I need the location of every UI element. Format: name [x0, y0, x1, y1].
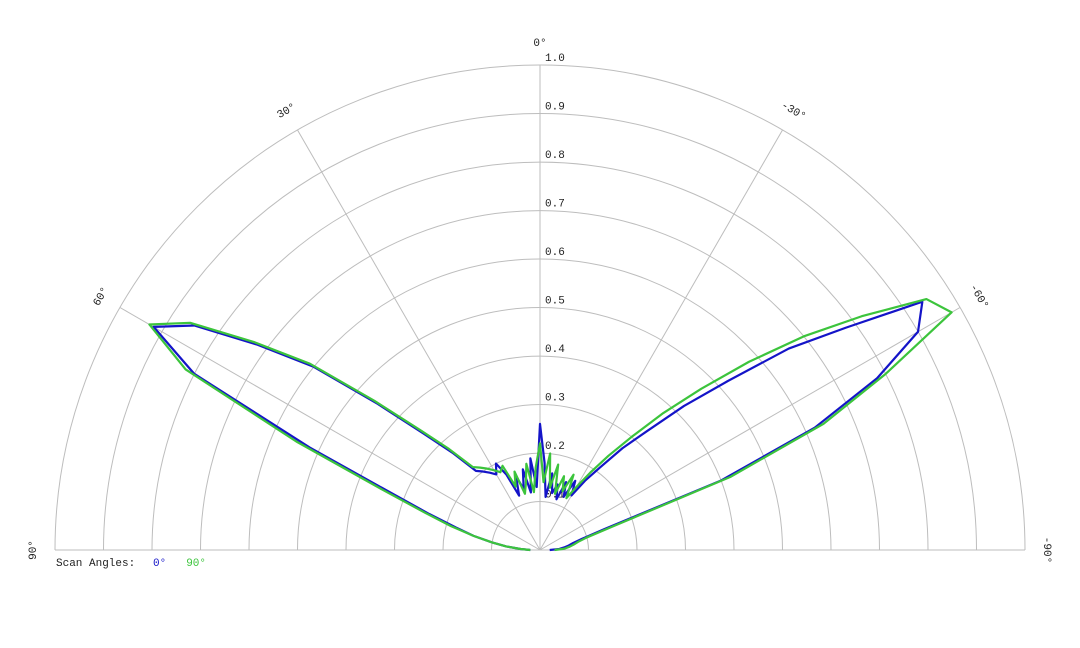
series-line — [148, 297, 953, 552]
series-line — [152, 300, 924, 552]
r-tick-label: 1.0 — [545, 53, 565, 65]
grid-spoke — [297, 129, 541, 551]
legend-title: Scan Angles: — [56, 558, 135, 570]
r-tick-label: 0.8 — [545, 150, 565, 162]
angle-tick-label: 0° — [533, 38, 546, 50]
angle-tick-label: 90° — [28, 540, 40, 560]
r-tick-label: 0.6 — [545, 247, 565, 259]
angle-tick-label: 30° — [275, 102, 298, 122]
angle-tick-label: -60° — [966, 283, 990, 312]
r-tick-label: 0.9 — [545, 101, 565, 113]
grid-spoke — [119, 307, 541, 551]
angle-tick-label: -90° — [1040, 537, 1052, 563]
angle-tick-label: 60° — [92, 285, 112, 308]
angle-tick-label: -30° — [779, 100, 808, 124]
r-tick-label: 0.2 — [545, 441, 565, 453]
r-tick-label: 0.7 — [545, 198, 565, 210]
legend-entry: 0° — [153, 558, 166, 570]
grid-spoke — [539, 307, 961, 551]
r-tick-label: 0.3 — [545, 392, 565, 404]
grid-spoke — [539, 129, 783, 551]
r-tick-label: 0.5 — [545, 295, 565, 307]
legend-entry: 90° — [186, 558, 206, 570]
r-tick-label: 0.4 — [545, 344, 565, 356]
